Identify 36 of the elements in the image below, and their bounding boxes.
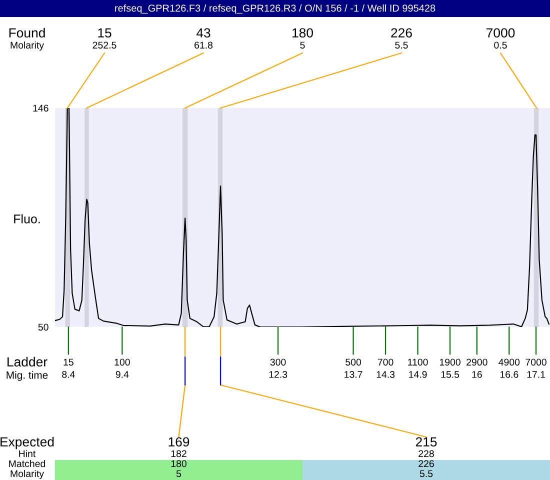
x-tick-label: 14.9	[409, 371, 427, 378]
annotation: 700	[378, 358, 394, 366]
annotation: 7000	[526, 358, 546, 366]
annotation: 1100	[408, 358, 428, 366]
x-tick-label: 13.7	[344, 371, 362, 378]
x-tick-label: 14.3	[376, 371, 395, 378]
x-tick-label: 12.3	[269, 371, 288, 378]
text: Expected Hint Matched Molarity	[0, 436, 54, 480]
x-tick-label: 17.1	[527, 371, 546, 378]
y-tick-label: 146	[33, 104, 48, 112]
x-tick-label: 8.4	[62, 371, 75, 378]
x-tick-label: 16.6	[500, 371, 518, 378]
annotation: 215 228 226 5.5	[416, 437, 437, 478]
x-axis-title: Mig. time	[6, 371, 48, 381]
x-tick-label: 16	[472, 371, 482, 378]
annotation: 7000 0.5	[486, 28, 515, 49]
text: Found Molarity	[9, 28, 45, 51]
y-tick-label: 50	[38, 324, 48, 331]
annotation: 4900	[498, 358, 520, 366]
annotation: 180 5	[292, 28, 313, 49]
annotation: 300	[270, 358, 286, 366]
annotation: 15	[64, 358, 74, 366]
x-tick-label: 9.4	[116, 371, 129, 378]
y-axis-title: Fluo.	[14, 214, 40, 224]
annotation: 15 252.5	[92, 28, 116, 49]
text: Ladder	[8, 356, 48, 367]
annotation: 2900	[466, 358, 488, 366]
annotation: 43 61.8	[194, 28, 213, 49]
annotation: 1900	[440, 358, 460, 366]
line-series	[55, 108, 550, 327]
annotation: 226 5.5	[391, 28, 412, 49]
annotation: 169 182 180 5	[168, 437, 190, 478]
x-tick-label: 15.5	[441, 371, 460, 378]
annotation: 500	[346, 358, 362, 366]
chart-title: refseq_GPR126.F3 / refseq_GPR126.R3 / O/N 156 / -1 / Well ID 995428	[115, 4, 436, 14]
annotation: 100	[114, 358, 130, 366]
